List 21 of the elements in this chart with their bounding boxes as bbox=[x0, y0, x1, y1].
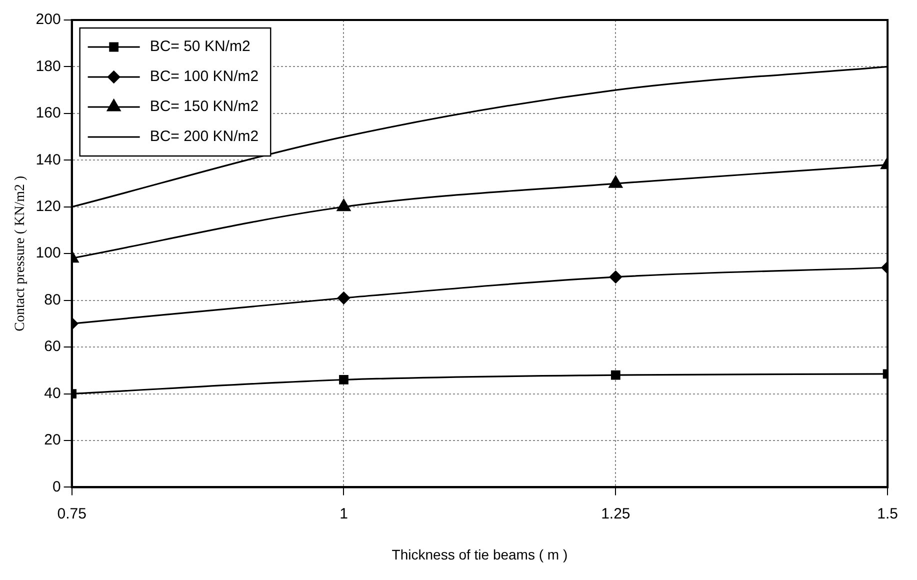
y-tick-label: 0 bbox=[52, 478, 61, 496]
y-tick-label: 40 bbox=[44, 384, 61, 402]
y-tick-label: 160 bbox=[36, 104, 61, 122]
y-tick-label: 60 bbox=[44, 338, 61, 356]
y-tick-label: 180 bbox=[36, 58, 61, 75]
y-tick-label: 200 bbox=[36, 11, 61, 28]
x-tick-label: 1.5 bbox=[877, 505, 898, 522]
x-tick-label: 1 bbox=[340, 505, 348, 522]
y-tick-label: 20 bbox=[44, 432, 61, 449]
legend-label: BC= 50 KN/m2 bbox=[150, 38, 250, 56]
legend-label: BC= 200 KN/m2 bbox=[150, 128, 259, 146]
y-tick-label: 120 bbox=[36, 198, 61, 216]
y-tick-label: 80 bbox=[44, 291, 61, 308]
x-tick-label: 1.25 bbox=[601, 505, 630, 522]
y-tick-label: 140 bbox=[36, 151, 61, 168]
y-axis-title: Contact pressure ( KN/m2 ) bbox=[13, 176, 28, 332]
y-tick-label: 100 bbox=[36, 244, 61, 262]
legend-label: BC= 150 KN/m2 bbox=[150, 98, 259, 116]
x-tick-label: 0.75 bbox=[57, 505, 86, 522]
legend-label: BC= 100 KN/m2 bbox=[150, 68, 259, 86]
x-axis-title: Thickness of tie beams ( m ) bbox=[392, 546, 568, 562]
